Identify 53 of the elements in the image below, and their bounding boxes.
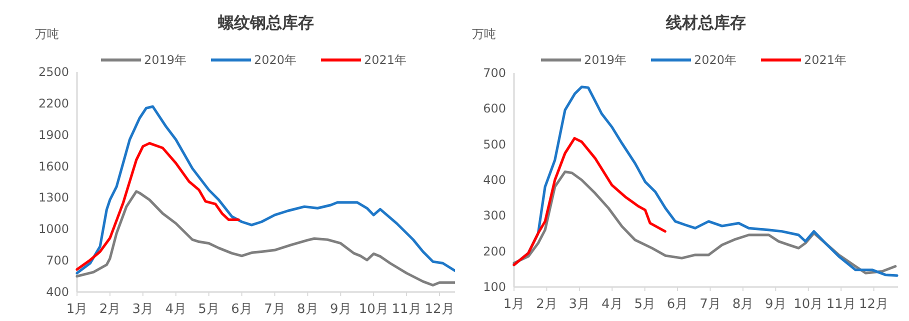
legend-label: 2020年	[254, 53, 297, 67]
line-series	[512, 136, 666, 266]
x-tick-label: 8月	[732, 297, 754, 312]
y-tick-label: 500	[483, 137, 506, 152]
y-tick-label: 1300	[38, 190, 69, 205]
x-tick-label: 4月	[601, 297, 623, 312]
x-tick-label: 2月	[536, 297, 558, 312]
x-tick-label: 5月	[634, 297, 656, 312]
line-series	[76, 190, 455, 286]
y-tick-label: 700	[483, 66, 506, 80]
x-tick-label: 4月	[165, 302, 187, 317]
x-tick-label: 10月	[794, 297, 824, 312]
y-tick-label: 2200	[38, 96, 69, 110]
y-tick-label: 2500	[38, 65, 69, 79]
y-tick-label: 400	[46, 285, 69, 299]
x-tick-label: 10月	[358, 302, 388, 317]
x-tick-label: 2月	[99, 302, 121, 317]
y-tick-label: 700	[46, 254, 69, 268]
y-tick-label: 300	[483, 208, 506, 223]
x-tick-label: 8月	[297, 302, 318, 317]
legend-label: 2021年	[364, 53, 407, 67]
line-series	[76, 105, 455, 274]
chart-title: 线材总库存	[665, 13, 746, 32]
x-tick-label: 6月	[231, 302, 252, 317]
x-tick-label: 1月	[66, 302, 88, 317]
y-axis-title: 万吨	[472, 27, 496, 41]
x-tick-label: 11月	[826, 297, 856, 312]
line-series	[76, 142, 240, 271]
x-tick-label: 7月	[264, 302, 286, 317]
y-tick-label: 1600	[38, 159, 69, 174]
legend-label: 2021年	[804, 53, 847, 67]
y-tick-label: 400	[483, 173, 506, 187]
y-tick-label: 1000	[38, 222, 69, 236]
legend-label: 2019年	[584, 53, 627, 67]
x-tick-label: 3月	[568, 297, 590, 312]
x-tick-label: 12月	[859, 297, 889, 312]
chart-title: 螺纹钢总库存	[217, 13, 314, 32]
y-tick-label: 100	[483, 280, 506, 294]
x-tick-label: 1月	[503, 297, 525, 312]
x-tick-label: 9月	[765, 297, 786, 312]
x-tick-label: 7月	[700, 297, 721, 312]
y-tick-label: 600	[483, 102, 506, 116]
y-axis-title: 万吨	[35, 27, 59, 41]
y-tick-label: 200	[483, 244, 506, 258]
legend-label: 2019年	[144, 53, 187, 67]
x-tick-label: 12月	[424, 302, 454, 317]
x-tick-label: 11月	[392, 302, 422, 317]
x-tick-label: 6月	[666, 297, 688, 312]
x-tick-label: 3月	[132, 302, 154, 317]
x-tick-label: 5月	[198, 302, 220, 317]
x-tick-label: 9月	[330, 302, 352, 317]
legend-label: 2020年	[694, 53, 737, 67]
y-tick-label: 1900	[38, 128, 69, 142]
